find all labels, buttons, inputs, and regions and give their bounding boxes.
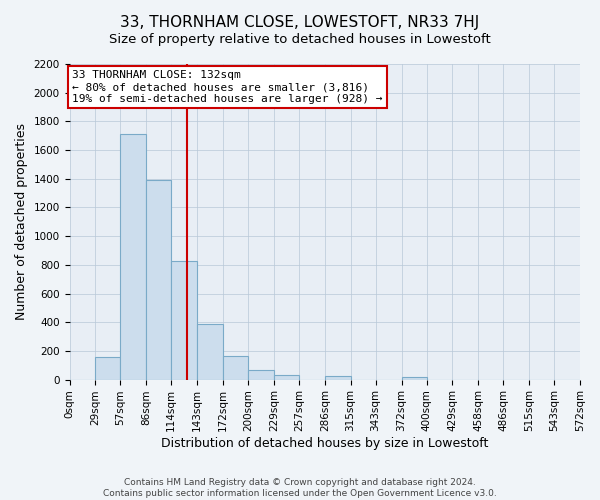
Bar — [401, 376, 427, 380]
Bar — [121, 134, 146, 380]
Bar — [197, 324, 223, 380]
Text: Contains HM Land Registry data © Crown copyright and database right 2024.
Contai: Contains HM Land Registry data © Crown c… — [103, 478, 497, 498]
Bar — [248, 370, 274, 380]
Text: Size of property relative to detached houses in Lowestoft: Size of property relative to detached ho… — [109, 32, 491, 46]
Text: 33 THORNHAM CLOSE: 132sqm
← 80% of detached houses are smaller (3,816)
19% of se: 33 THORNHAM CLOSE: 132sqm ← 80% of detac… — [72, 70, 383, 104]
Bar — [223, 356, 248, 380]
Bar — [274, 376, 299, 380]
Text: 33, THORNHAM CLOSE, LOWESTOFT, NR33 7HJ: 33, THORNHAM CLOSE, LOWESTOFT, NR33 7HJ — [121, 15, 479, 30]
X-axis label: Distribution of detached houses by size in Lowestoft: Distribution of detached houses by size … — [161, 437, 488, 450]
Bar — [171, 261, 197, 380]
Y-axis label: Number of detached properties: Number of detached properties — [15, 124, 28, 320]
Bar — [325, 376, 350, 380]
Bar — [95, 358, 121, 380]
Bar — [146, 180, 171, 380]
